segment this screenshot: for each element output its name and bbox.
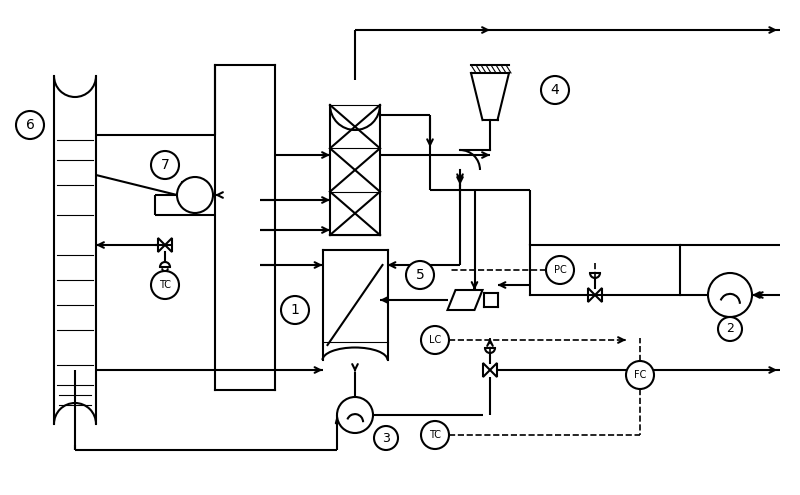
Circle shape	[374, 426, 398, 450]
Text: 6: 6	[26, 118, 34, 132]
Circle shape	[421, 326, 449, 354]
Circle shape	[626, 361, 654, 389]
Text: 5: 5	[416, 268, 424, 282]
Circle shape	[406, 261, 434, 289]
Text: TC: TC	[429, 430, 441, 440]
Circle shape	[151, 271, 179, 299]
Text: 7: 7	[161, 158, 170, 172]
Text: FC: FC	[634, 370, 646, 380]
Circle shape	[421, 421, 449, 449]
Circle shape	[337, 397, 373, 433]
Text: 4: 4	[550, 83, 559, 97]
Circle shape	[546, 256, 574, 284]
Circle shape	[16, 111, 44, 139]
Text: 3: 3	[382, 432, 390, 445]
Circle shape	[541, 76, 569, 104]
Circle shape	[177, 177, 213, 213]
Circle shape	[708, 273, 752, 317]
Text: TC: TC	[159, 280, 171, 290]
Text: LC: LC	[429, 335, 441, 345]
Circle shape	[281, 296, 309, 324]
Text: PC: PC	[554, 265, 566, 275]
Circle shape	[718, 317, 742, 341]
Text: 2: 2	[726, 323, 734, 336]
Text: 1: 1	[290, 303, 299, 317]
Circle shape	[151, 151, 179, 179]
